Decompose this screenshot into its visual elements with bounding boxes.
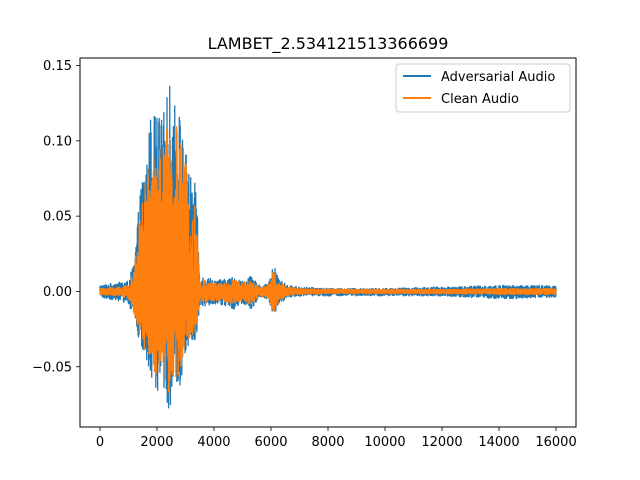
y-tick-label: 0.15 xyxy=(43,59,72,74)
x-tick-label: 6000 xyxy=(254,435,287,450)
legend-label-adversarial: Adversarial Audio xyxy=(441,70,555,85)
legend: Adversarial Audio Clean Audio xyxy=(395,63,571,113)
y-tick-label: −0.05 xyxy=(32,360,72,375)
x-tick-label: 2000 xyxy=(140,435,173,450)
legend-box xyxy=(395,63,571,113)
x-tick-label: 4000 xyxy=(197,435,230,450)
series-layer xyxy=(99,85,557,409)
chart-title: LAMBET_2.534121513366699 xyxy=(208,34,449,54)
y-tick-label: 0.10 xyxy=(43,134,72,149)
x-tick-label: 16000 xyxy=(535,435,576,450)
y-tick-label: 0.05 xyxy=(43,210,72,225)
x-tick-label: 0 xyxy=(96,435,104,450)
x-axis: 0 2000 4000 6000 8000 10000 12000 14000 16000 xyxy=(96,427,577,450)
series-line-clean xyxy=(99,126,557,394)
x-tick-label: 12000 xyxy=(421,435,462,450)
legend-label-clean: Clean Audio xyxy=(441,92,519,107)
x-tick-label: 14000 xyxy=(478,435,519,450)
y-axis: −0.05 0.00 0.05 0.10 0.15 xyxy=(32,59,80,375)
x-tick-label: 8000 xyxy=(311,435,344,450)
x-tick-label: 10000 xyxy=(364,435,405,450)
y-tick-label: 0.00 xyxy=(43,285,72,300)
